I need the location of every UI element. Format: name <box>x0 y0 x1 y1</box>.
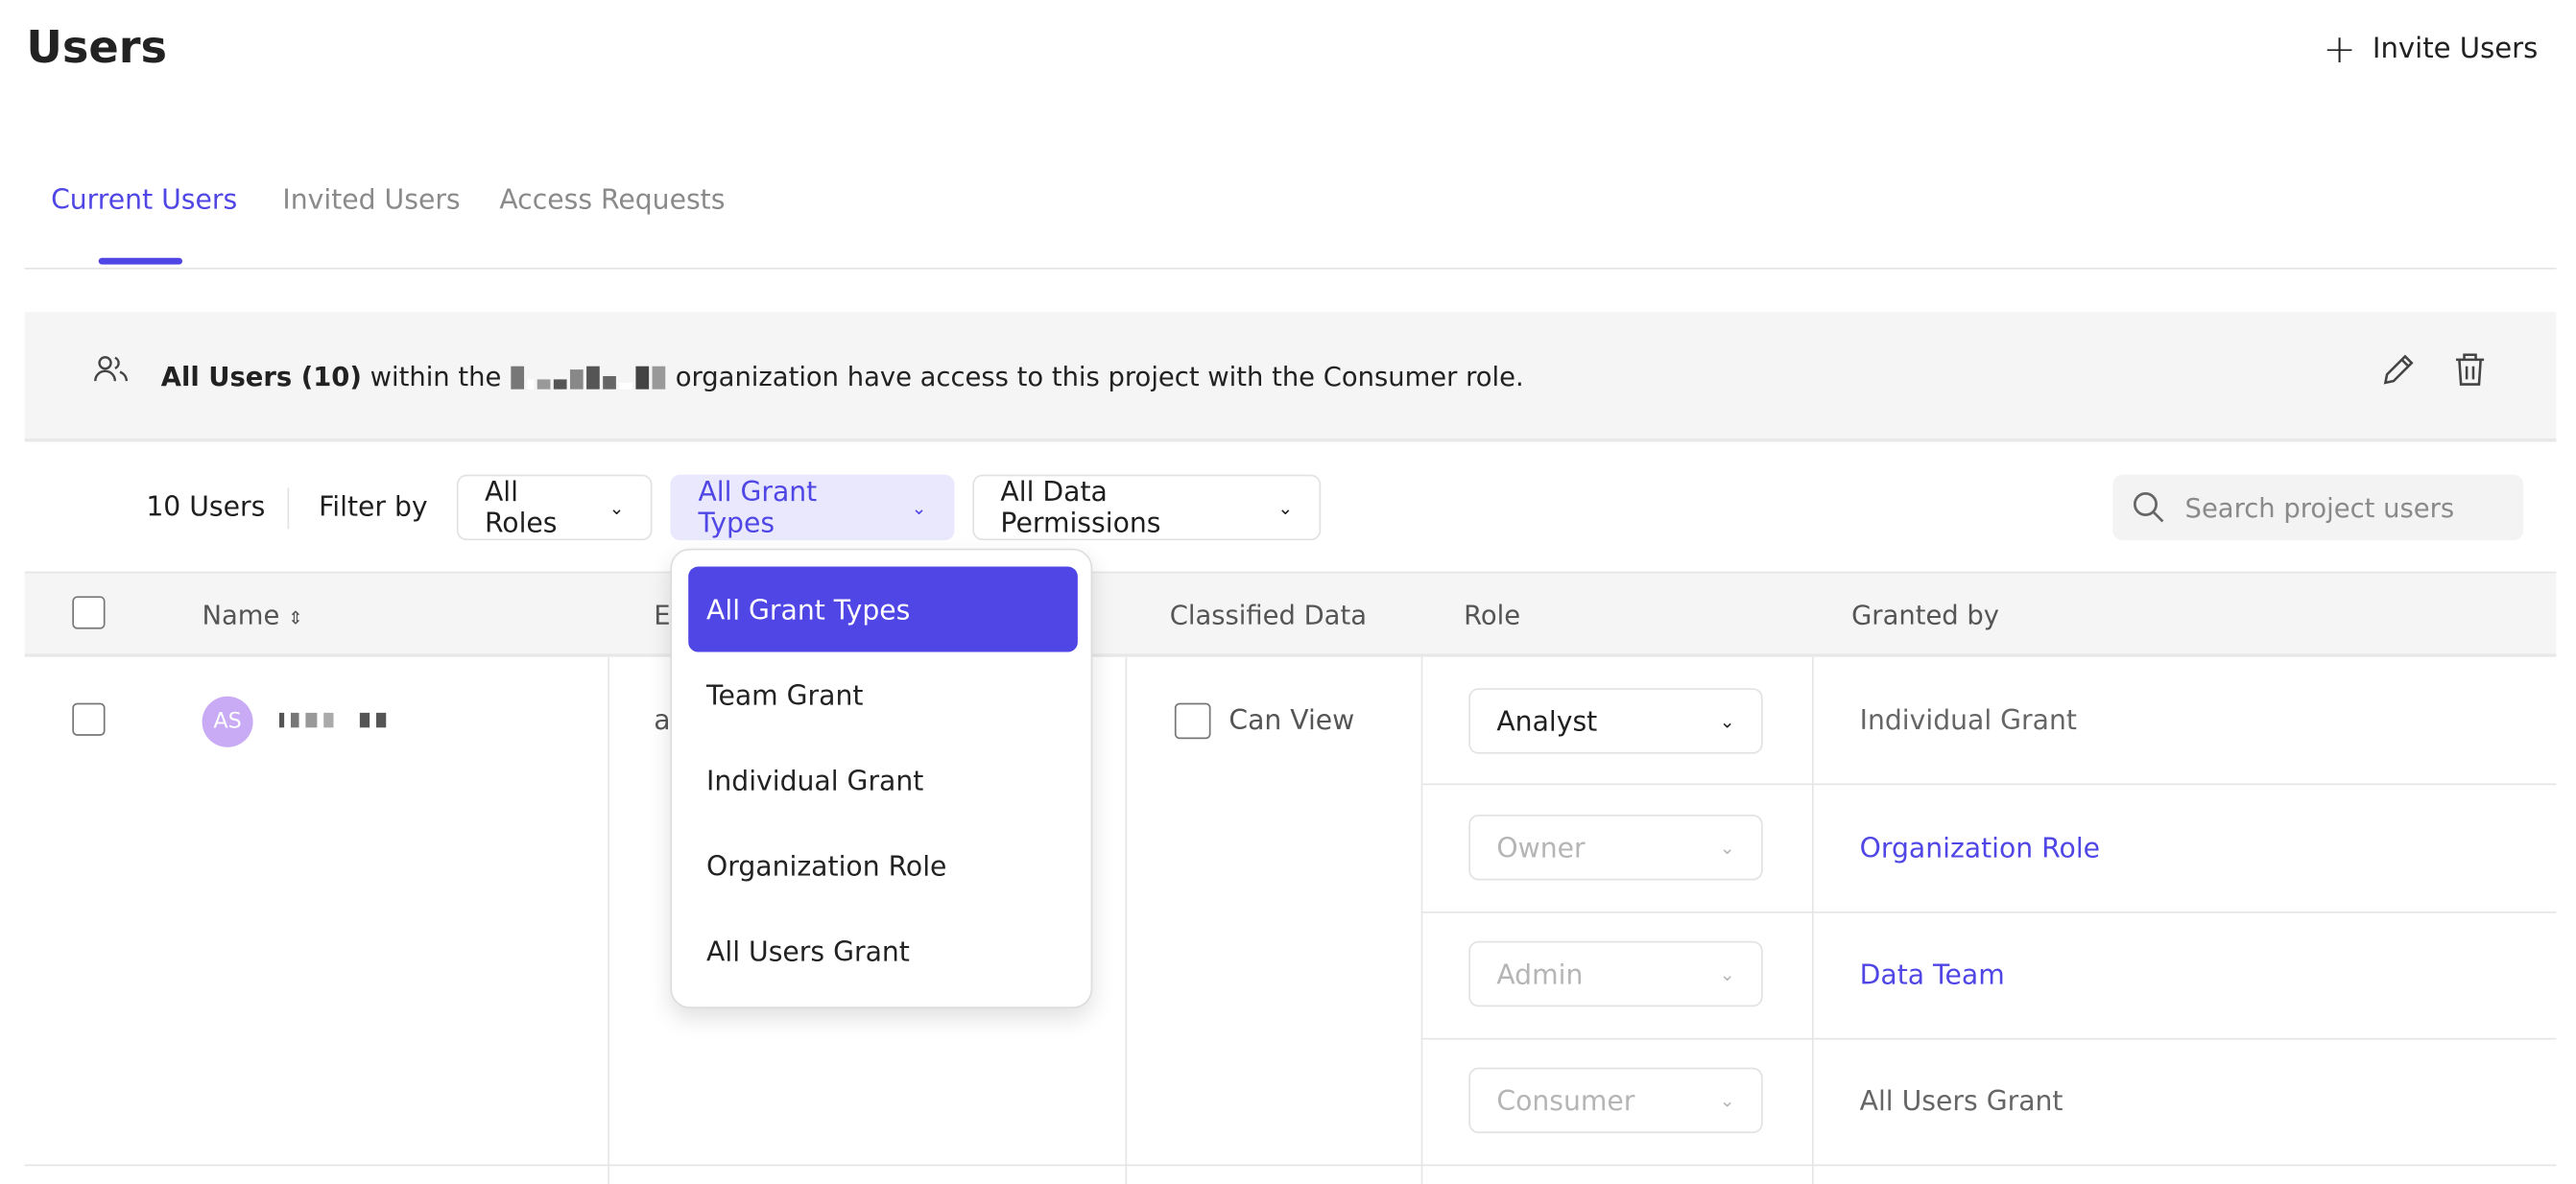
chevron-down-icon: ⌄ <box>1277 496 1294 519</box>
granted-by-individual: Individual Grant <box>1859 704 2077 736</box>
role-column-header: Role <box>1464 599 1521 631</box>
menu-item-team-grant[interactable]: Team Grant <box>706 678 864 711</box>
chevron-down-icon: ⌄ <box>608 496 625 519</box>
can-view-checkbox[interactable] <box>1174 702 1211 740</box>
page-title: Users <box>26 22 168 75</box>
grant-types-dropdown-menu: All Grant Types Team Grant Individual Gr… <box>670 548 1093 1008</box>
tabs-divider <box>24 268 2557 270</box>
column-divider <box>1125 656 1128 1184</box>
banner-post: organization have access to this project… <box>675 361 1524 393</box>
tab-current-users[interactable]: Current Users <box>51 183 238 216</box>
search-icon <box>2133 491 2164 523</box>
data-permissions-filter-label: All Data Permissions <box>1000 476 1161 539</box>
role-value: Admin <box>1496 958 1584 990</box>
user-email: a <box>654 704 671 736</box>
invite-users-button[interactable]: + Invite Users <box>2323 26 2539 73</box>
redacted-org-name <box>511 365 666 389</box>
menu-item-all-grant-types[interactable]: All Grant Types <box>688 566 1078 652</box>
column-divider <box>608 656 610 1184</box>
banner-bold: All Users (10) <box>160 361 362 393</box>
role-select-admin: Admin ⌄ <box>1468 940 1763 1007</box>
email-column-header: E <box>654 599 671 631</box>
banner-pre: within the <box>370 361 502 393</box>
grant-types-filter-label: All Grant Types <box>698 476 818 539</box>
column-divider <box>1420 656 1423 1184</box>
redacted-user-name <box>278 712 387 728</box>
chevron-down-icon: ⌄ <box>1719 710 1735 732</box>
roles-filter[interactable]: All Roles ⌄ <box>456 474 653 541</box>
sort-icon: ⇕ <box>288 607 303 629</box>
edit-pencil-icon[interactable] <box>2380 351 2417 394</box>
menu-item-organization-role[interactable]: Organization Role <box>706 849 947 882</box>
banner-text: All Users (10) within the organization h… <box>161 362 1524 393</box>
granted-by-column-header: Granted by <box>1851 599 1999 631</box>
column-divider <box>1812 656 1814 1184</box>
chevron-down-icon: ⌄ <box>1719 962 1735 985</box>
roles-filter-label: All Roles <box>484 476 558 539</box>
chevron-down-icon: ⌄ <box>1719 837 1735 859</box>
data-permissions-filter[interactable]: All Data Permissions ⌄ <box>972 474 1322 541</box>
grant-types-filter[interactable]: All Grant Types ⌄ <box>670 474 955 541</box>
active-tab-indicator <box>98 257 182 265</box>
menu-item-individual-grant[interactable]: Individual Grant <box>706 764 924 796</box>
name-header-label: Name <box>202 599 280 631</box>
search-input[interactable]: Search project users <box>2112 474 2524 541</box>
row-checkbox[interactable] <box>72 702 106 736</box>
row-divider <box>1420 911 2557 913</box>
menu-item-all-users-grant[interactable]: All Users Grant <box>706 935 910 967</box>
row-divider <box>24 1164 2557 1167</box>
name-column-header[interactable]: Name ⇕ <box>203 600 303 631</box>
users-icon <box>94 355 131 391</box>
role-select-analyst[interactable]: Analyst ⌄ <box>1468 688 1763 754</box>
chevron-down-icon: ⌄ <box>1719 1089 1735 1111</box>
granted-by-all-users: All Users Grant <box>1859 1085 2063 1117</box>
role-value: Consumer <box>1496 1084 1635 1117</box>
role-value: Analyst <box>1496 705 1598 737</box>
search-placeholder: Search project users <box>2184 491 2455 524</box>
table-header <box>24 571 2557 657</box>
role-value: Owner <box>1496 831 1586 864</box>
row-divider <box>1420 1037 2557 1040</box>
chevron-down-icon: ⌄ <box>911 496 927 519</box>
avatar: AS <box>202 696 253 747</box>
tab-access-requests[interactable]: Access Requests <box>499 183 726 216</box>
can-view-label: Can View <box>1228 704 1355 736</box>
tab-invited-users[interactable]: Invited Users <box>282 183 461 216</box>
filter-by-label: Filter by <box>319 490 428 523</box>
role-select-owner: Owner ⌄ <box>1468 815 1763 881</box>
role-select-consumer: Consumer ⌄ <box>1468 1067 1763 1134</box>
invite-users-label: Invite Users <box>2372 33 2539 66</box>
row-divider <box>1420 783 2557 786</box>
select-all-checkbox[interactable] <box>72 596 106 629</box>
delete-trash-icon[interactable] <box>2453 351 2488 394</box>
classified-column-header: Classified Data <box>1169 599 1367 631</box>
granted-by-data-team-link[interactable]: Data Team <box>1859 959 2005 991</box>
plus-icon: + <box>2323 26 2356 73</box>
filter-divider <box>287 487 290 530</box>
granted-by-organization-role-link[interactable]: Organization Role <box>1859 832 2101 864</box>
user-count: 10 Users <box>146 490 266 523</box>
all-users-banner <box>24 312 2557 442</box>
